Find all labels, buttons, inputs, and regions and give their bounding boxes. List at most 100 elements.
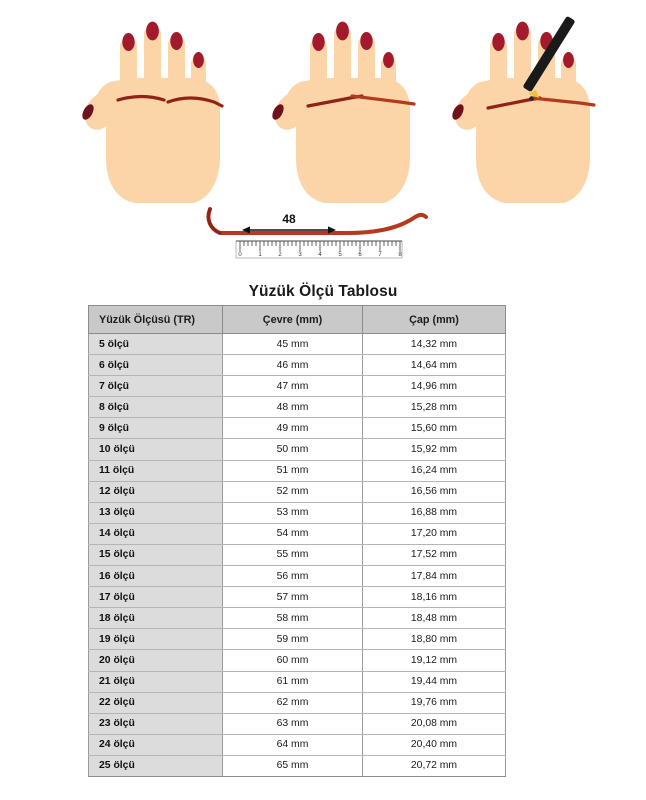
- table-row: 21 ölçü 61 mm 19,44 mm: [88, 671, 506, 693]
- svg-text:3: 3: [298, 252, 302, 258]
- cell-ring-size: 7 ölçü: [88, 375, 223, 398]
- measure-arrow: 48: [242, 212, 336, 234]
- cell-diameter: 15,28 mm: [362, 396, 506, 419]
- cell-diameter: 19,76 mm: [362, 692, 506, 714]
- table-row: 8 ölçü 48 mm 15,28 mm: [88, 396, 506, 419]
- svg-text:7: 7: [378, 252, 382, 258]
- table-row: 10 ölçü 50 mm 15,92 mm: [88, 438, 506, 461]
- hand-with-string-icon-step2: [272, 21, 416, 203]
- column-header-size: Yüzük Ölçüsü (TR): [88, 305, 223, 334]
- cell-circumference: 53 mm: [222, 502, 363, 524]
- cell-diameter: 17,52 mm: [362, 544, 506, 567]
- table-row: 20 ölçü 60 mm 19,12 mm: [88, 649, 506, 672]
- cell-ring-size: 8 ölçü: [88, 396, 223, 419]
- cell-circumference: 57 mm: [222, 586, 363, 609]
- cell-diameter: 16,24 mm: [362, 460, 506, 482]
- table-row: 16 ölçü 56 mm 17,84 mm: [88, 565, 506, 588]
- cell-ring-size: 19 ölçü: [88, 628, 223, 651]
- string-laid-flat: [206, 207, 428, 235]
- cell-circumference: 46 mm: [222, 354, 363, 377]
- cell-diameter: 17,84 mm: [362, 565, 506, 588]
- measuring-string: [116, 94, 224, 108]
- table-row: 6 ölçü 46 mm 14,64 mm: [88, 354, 506, 377]
- cell-circumference: 48 mm: [222, 396, 363, 419]
- column-header-diameter: Çap (mm): [362, 305, 506, 334]
- cell-ring-size: 20 ölçü: [88, 649, 223, 672]
- table-row: 7 ölçü 47 mm 14,96 mm: [88, 375, 506, 398]
- column-header-circumference: Çevre (mm): [222, 305, 363, 334]
- cell-diameter: 20,08 mm: [362, 713, 506, 735]
- cell-diameter: 14,64 mm: [362, 354, 506, 377]
- table-row: 23 ölçü 63 mm 20,08 mm: [88, 713, 506, 735]
- cell-circumference: 51 mm: [222, 460, 363, 482]
- svg-text:5: 5: [338, 252, 342, 258]
- fingernails: [82, 21, 204, 120]
- ruler-icon: 0 1 2 3 4 5 6 7 8: [235, 240, 403, 259]
- cell-circumference: 64 mm: [222, 734, 363, 756]
- cell-circumference: 47 mm: [222, 375, 363, 398]
- cell-ring-size: 23 ölçü: [88, 713, 223, 735]
- cell-ring-size: 10 ölçü: [88, 438, 223, 461]
- cell-ring-size: 14 ölçü: [88, 523, 223, 545]
- table-header-row: Yüzük Ölçüsü (TR) Çevre (mm) Çap (mm): [88, 305, 506, 334]
- cell-diameter: 18,80 mm: [362, 628, 506, 651]
- cell-ring-size: 21 ölçü: [88, 671, 223, 693]
- svg-text:6: 6: [358, 252, 362, 258]
- cell-circumference: 60 mm: [222, 649, 363, 672]
- table-row: 12 ölçü 52 mm 16,56 mm: [88, 481, 506, 503]
- table-row: 19 ölçü 59 mm 18,80 mm: [88, 628, 506, 651]
- table-row: 13 ölçü 53 mm 16,88 mm: [88, 502, 506, 524]
- cell-ring-size: 13 ölçü: [88, 502, 223, 524]
- cell-circumference: 56 mm: [222, 565, 363, 588]
- cell-diameter: 18,16 mm: [362, 586, 506, 609]
- cell-diameter: 16,88 mm: [362, 502, 506, 524]
- cell-ring-size: 18 ölçü: [88, 607, 223, 630]
- cell-circumference: 59 mm: [222, 628, 363, 651]
- table-row: 15 ölçü 55 mm 17,52 mm: [88, 544, 506, 567]
- cell-diameter: 15,60 mm: [362, 417, 506, 440]
- table-row: 22 ölçü 62 mm 19,76 mm: [88, 692, 506, 714]
- cell-diameter: 14,96 mm: [362, 375, 506, 398]
- cell-circumference: 54 mm: [222, 523, 363, 545]
- table-header: Yüzük Ölçüsü (TR) Çevre (mm) Çap (mm): [88, 305, 506, 334]
- fingernails: [272, 21, 394, 120]
- hand-shape: [454, 26, 590, 203]
- ruler-measurement-figure: 48: [206, 207, 428, 259]
- cell-diameter: 15,92 mm: [362, 438, 506, 461]
- cell-diameter: 19,12 mm: [362, 649, 506, 672]
- pen-icon: [523, 16, 575, 101]
- cell-diameter: 20,72 mm: [362, 755, 506, 777]
- svg-text:8: 8: [398, 252, 402, 258]
- table-row: 11 ölçü 51 mm 16,24 mm: [88, 460, 506, 482]
- ring-size-table: Yüzük Ölçüsü (TR) Çevre (mm) Çap (mm) 5 …: [88, 305, 506, 777]
- cell-diameter: 18,48 mm: [362, 607, 506, 630]
- hand-with-string-icon-step1: [82, 21, 224, 203]
- svg-text:0: 0: [238, 252, 242, 258]
- cell-diameter: 16,56 mm: [362, 481, 506, 503]
- svg-text:2: 2: [278, 252, 282, 258]
- cell-circumference: 58 mm: [222, 607, 363, 630]
- table-row: 14 ölçü 54 mm 17,20 mm: [88, 523, 506, 545]
- table-row: 24 ölçü 64 mm 20,40 mm: [88, 734, 506, 756]
- svg-text:4: 4: [318, 252, 322, 258]
- table-row: 25 ölçü 65 mm 20,72 mm: [88, 755, 506, 777]
- cell-ring-size: 22 ölçü: [88, 692, 223, 714]
- cell-circumference: 55 mm: [222, 544, 363, 567]
- cell-ring-size: 11 ölçü: [88, 460, 223, 482]
- cell-circumference: 65 mm: [222, 755, 363, 777]
- cell-ring-size: 12 ölçü: [88, 481, 223, 503]
- measuring-string-tight: [306, 94, 416, 108]
- cell-diameter: 20,40 mm: [362, 734, 506, 756]
- hand-shape: [274, 26, 410, 203]
- cell-ring-size: 17 ölçü: [88, 586, 223, 609]
- ring-size-table-container: Yüzük Ölçüsü (TR) Çevre (mm) Çap (mm) 5 …: [88, 305, 506, 777]
- table-body: 5 ölçü 45 mm 14,32 mm 6 ölçü 46 mm 14,64 mm 7 …: [88, 333, 506, 777]
- hand-shape: [84, 26, 220, 203]
- cell-circumference: 49 mm: [222, 417, 363, 440]
- cell-ring-size: 25 ölçü: [88, 755, 223, 777]
- cell-ring-size: 15 ölçü: [88, 544, 223, 567]
- cell-ring-size: 5 ölçü: [88, 333, 223, 356]
- cell-circumference: 61 mm: [222, 671, 363, 693]
- cell-diameter: 14,32 mm: [362, 333, 506, 356]
- table-row: 9 ölçü 49 mm 15,60 mm: [88, 417, 506, 440]
